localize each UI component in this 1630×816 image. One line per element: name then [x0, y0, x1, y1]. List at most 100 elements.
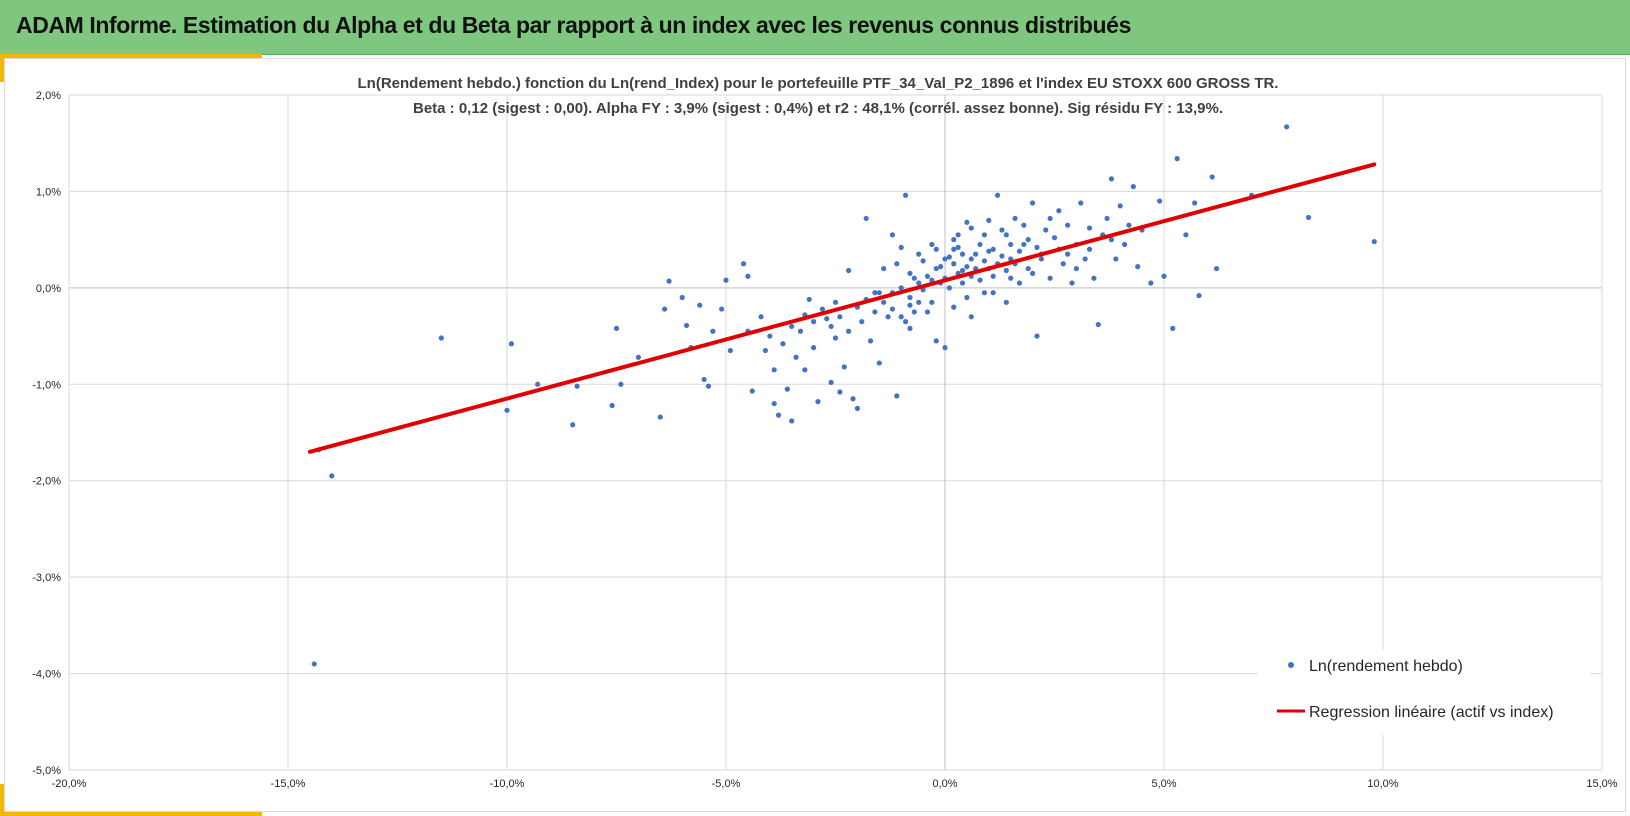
chart-subtitle: Beta : 0,12 (sigest : 0,00). Alpha FY : …: [413, 100, 1223, 117]
data-point: [789, 323, 795, 330]
accent-bar-bottom: [0, 812, 262, 816]
y-tick-label: 0,0%: [36, 283, 61, 295]
regression-line: [307, 162, 1377, 454]
data-point: [942, 256, 948, 262]
data-point: [535, 381, 541, 387]
data-point: [968, 256, 974, 262]
data-point: [885, 314, 891, 320]
accent-bar-top: [0, 54, 262, 58]
data-point: [1025, 237, 1031, 243]
data-point: [968, 225, 974, 231]
data-point: [723, 277, 729, 283]
data-point: [981, 258, 988, 264]
data-point: [793, 354, 799, 360]
data-point: [697, 302, 703, 308]
data-point: [762, 347, 769, 354]
data-point: [933, 265, 939, 272]
data-point: [311, 661, 317, 667]
data-point: [1192, 200, 1198, 206]
data-point: [929, 299, 935, 305]
data-point: [1183, 232, 1189, 238]
data-point: [911, 309, 917, 315]
data-point: [938, 264, 944, 270]
data-point: [1086, 225, 1093, 231]
data-point: [1003, 299, 1009, 305]
data-point: [771, 367, 777, 373]
data-point: [854, 405, 861, 411]
data-point: [1095, 321, 1101, 328]
data-point: [662, 306, 668, 312]
data-point: [964, 294, 970, 301]
data-point: [1108, 237, 1115, 243]
data-point: [837, 314, 843, 320]
scatter-points: [311, 124, 1377, 667]
data-point: [1003, 267, 1009, 274]
data-point: [767, 333, 773, 339]
data-point: [1135, 264, 1141, 270]
data-point: [574, 383, 580, 389]
data-point: [894, 261, 900, 267]
y-tick-label: 1,0%: [36, 186, 61, 198]
data-point: [806, 296, 812, 303]
header-bar: ADAM Informe. Estimation du Alpha et du …: [0, 0, 1630, 55]
data-point: [1161, 273, 1167, 279]
data-point: [902, 319, 909, 325]
data-point: [1056, 208, 1062, 214]
data-point: [811, 319, 817, 325]
data-point: [964, 219, 970, 225]
data-point: [916, 299, 922, 305]
chart-frame: [4, 58, 1626, 812]
data-point: [968, 314, 974, 320]
data-point: [872, 290, 878, 296]
data-point: [951, 261, 957, 267]
data-point: [1371, 238, 1377, 245]
data-point: [749, 388, 755, 394]
data-point: [1209, 174, 1215, 180]
data-point: [850, 396, 856, 402]
data-point: [959, 280, 966, 286]
data-point: [973, 251, 979, 257]
x-tick-label: 0,0%: [932, 778, 957, 790]
data-point: [933, 246, 939, 252]
legend-label-scatter: Ln(rendement hebdo): [1309, 658, 1463, 675]
data-point: [771, 400, 777, 407]
data-point: [666, 278, 672, 284]
data-point: [986, 248, 992, 254]
data-point: [916, 280, 922, 286]
y-tick-label: -3,0%: [32, 572, 61, 584]
data-point: [1034, 333, 1040, 339]
x-tick-label: 5,0%: [1151, 778, 1176, 790]
x-tick-label: -5,0%: [712, 778, 741, 790]
data-point: [1130, 184, 1136, 190]
data-point: [1104, 215, 1110, 222]
data-point: [951, 237, 957, 243]
data-point: [951, 304, 957, 310]
data-point: [898, 314, 904, 320]
data-point: [1108, 176, 1115, 182]
data-point: [1034, 244, 1040, 250]
data-point: [1021, 222, 1027, 228]
data-point: [679, 294, 685, 301]
data-point: [1213, 265, 1220, 272]
data-point: [1069, 280, 1075, 286]
data-point: [1016, 280, 1023, 286]
legend-label-regression: Regression linéaire (actif vs index): [1309, 704, 1554, 721]
data-point: [867, 338, 874, 344]
data-point: [1082, 256, 1088, 262]
y-tick-label: 2,0%: [36, 90, 61, 102]
data-point: [657, 414, 663, 420]
data-point: [986, 217, 992, 223]
data-point: [955, 232, 961, 238]
data-point: [994, 192, 1001, 198]
data-point: [824, 316, 830, 322]
data-point: [907, 302, 913, 308]
data-point: [745, 273, 751, 279]
data-point: [876, 290, 882, 296]
data-point: [802, 367, 808, 373]
data-point: [828, 379, 834, 385]
data-point: [1043, 227, 1049, 233]
data-point: [902, 192, 909, 198]
data-point: [1113, 256, 1119, 262]
data-point: [832, 335, 839, 341]
